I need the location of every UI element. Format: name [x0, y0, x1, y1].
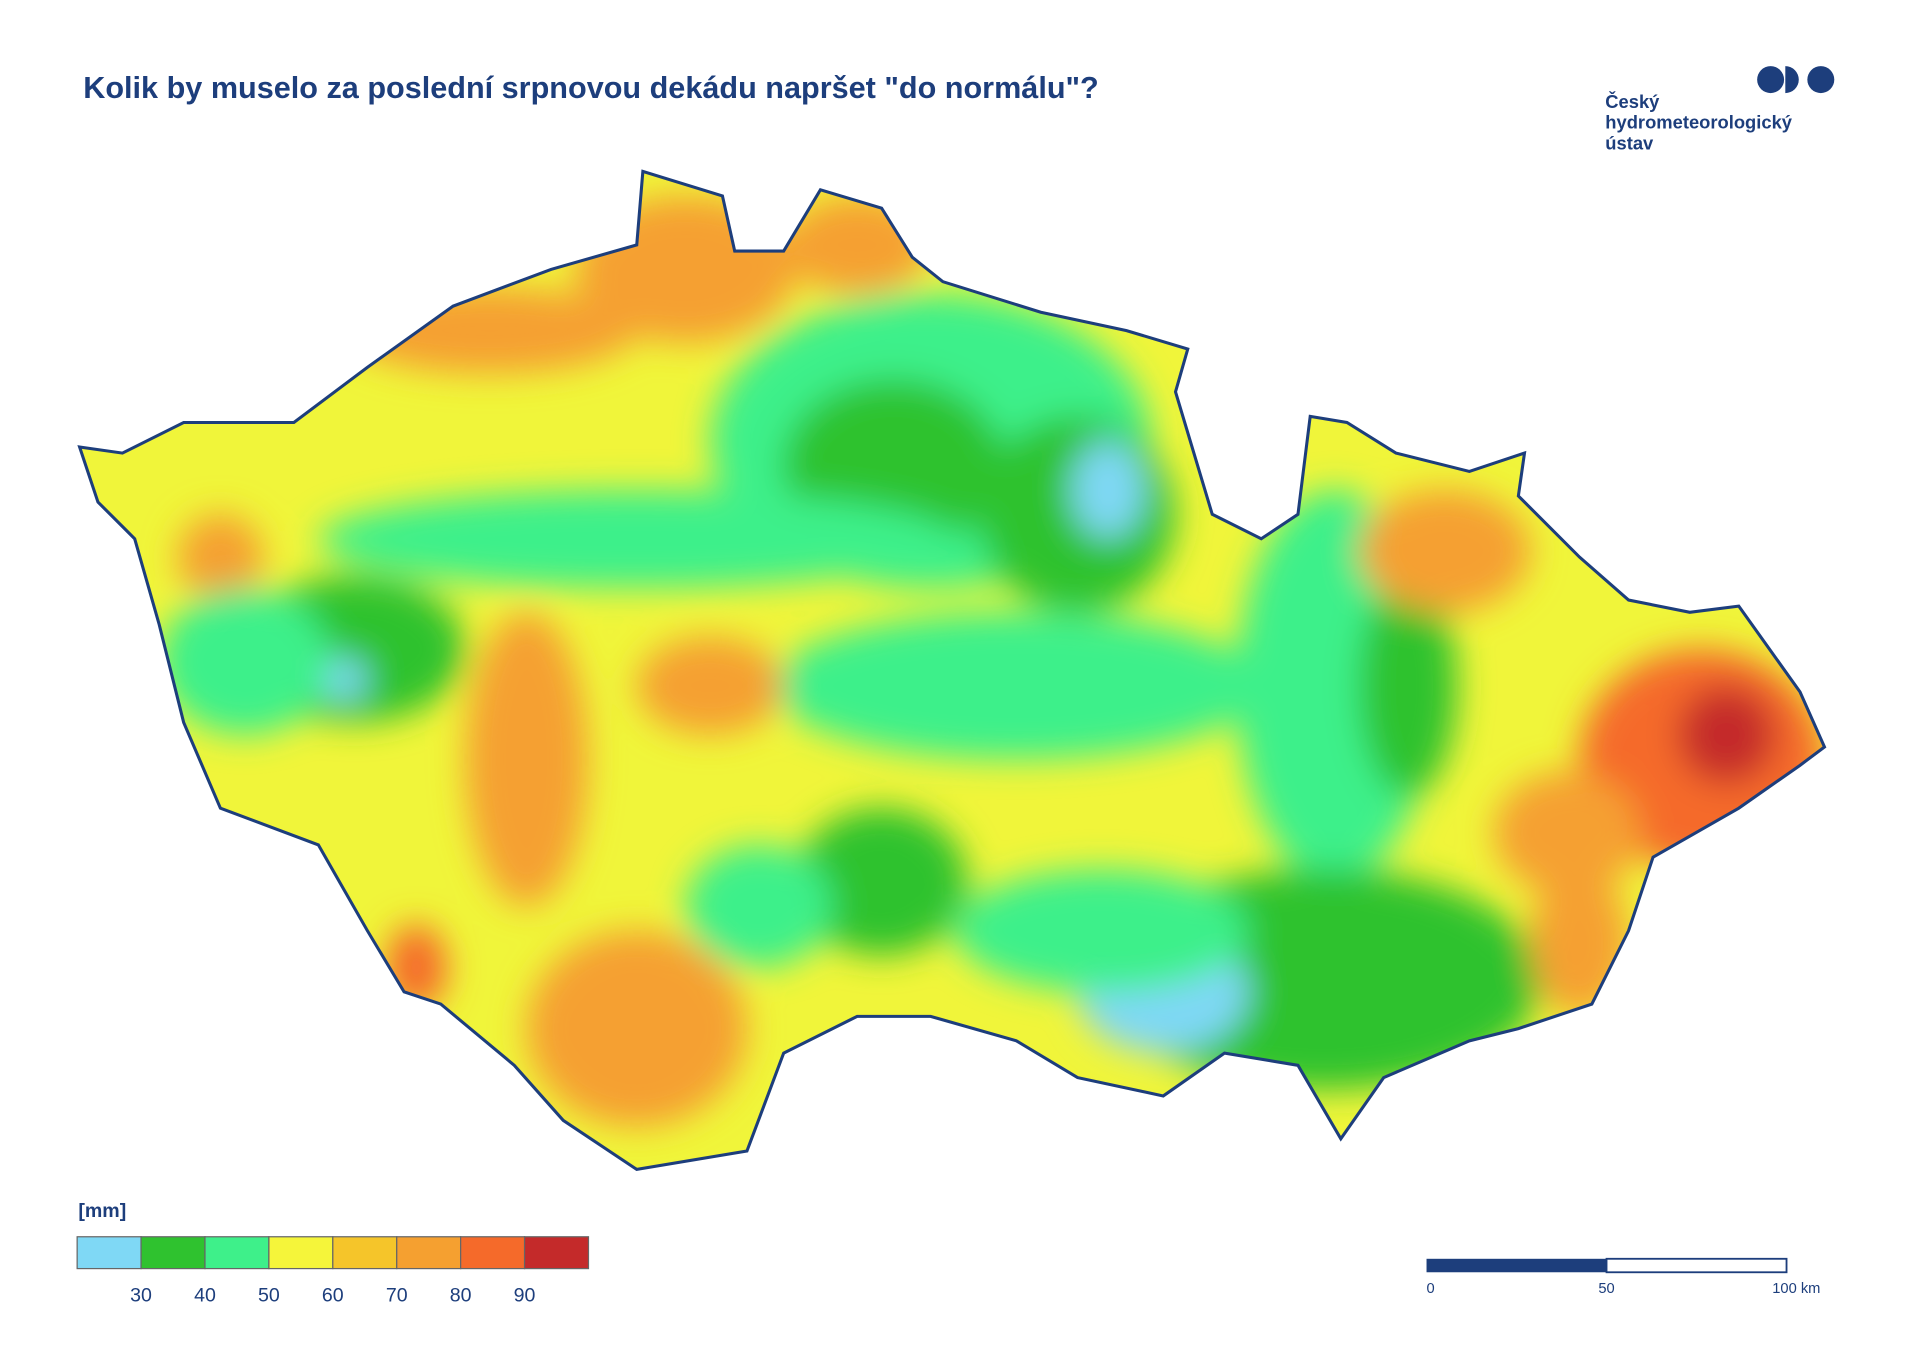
- logo: Český hydrometeorologický ústav: [1605, 66, 1835, 153]
- scale-segment: [1426, 1258, 1607, 1273]
- legend-tick-label: 60: [322, 1285, 344, 1307]
- legend-swatch: [332, 1236, 398, 1270]
- legend-swatch: [204, 1236, 270, 1270]
- legend-tick-label: 50: [258, 1285, 280, 1307]
- logo-dot: [1785, 66, 1799, 94]
- scale-label: 0: [1427, 1281, 1435, 1297]
- legend-swatch: [523, 1236, 590, 1270]
- logo-text: hydrometeorologický: [1605, 112, 1792, 133]
- scale-bar: 0 50 100 km: [1426, 1257, 1820, 1297]
- legend-swatch: [396, 1236, 462, 1270]
- logo-dot: [1757, 66, 1785, 94]
- logo-text: Český: [1605, 91, 1660, 112]
- legend-swatch: [460, 1236, 526, 1270]
- scale-label: 100 km: [1772, 1281, 1820, 1297]
- legend-unit: [mm]: [78, 1200, 126, 1222]
- legend-tick-label: 90: [514, 1285, 536, 1307]
- title: Kolik by muselo za poslední srpnovou dek…: [83, 71, 1098, 105]
- legend: 30 40 50 60 70 80 90: [76, 1236, 590, 1307]
- logo-text: ústav: [1605, 132, 1654, 153]
- legend-swatch: [268, 1236, 334, 1270]
- logo-dot: [1807, 66, 1835, 94]
- scale-label: 50: [1598, 1281, 1614, 1297]
- scale-segment: [1605, 1257, 1788, 1274]
- legend-tick-label: 40: [194, 1285, 216, 1307]
- legend-swatch: [76, 1236, 142, 1270]
- legend-tick-label: 70: [386, 1285, 408, 1307]
- legend-tick-label: 30: [130, 1285, 152, 1307]
- legend-swatch: [140, 1236, 206, 1270]
- legend-tick-label: 80: [450, 1285, 472, 1307]
